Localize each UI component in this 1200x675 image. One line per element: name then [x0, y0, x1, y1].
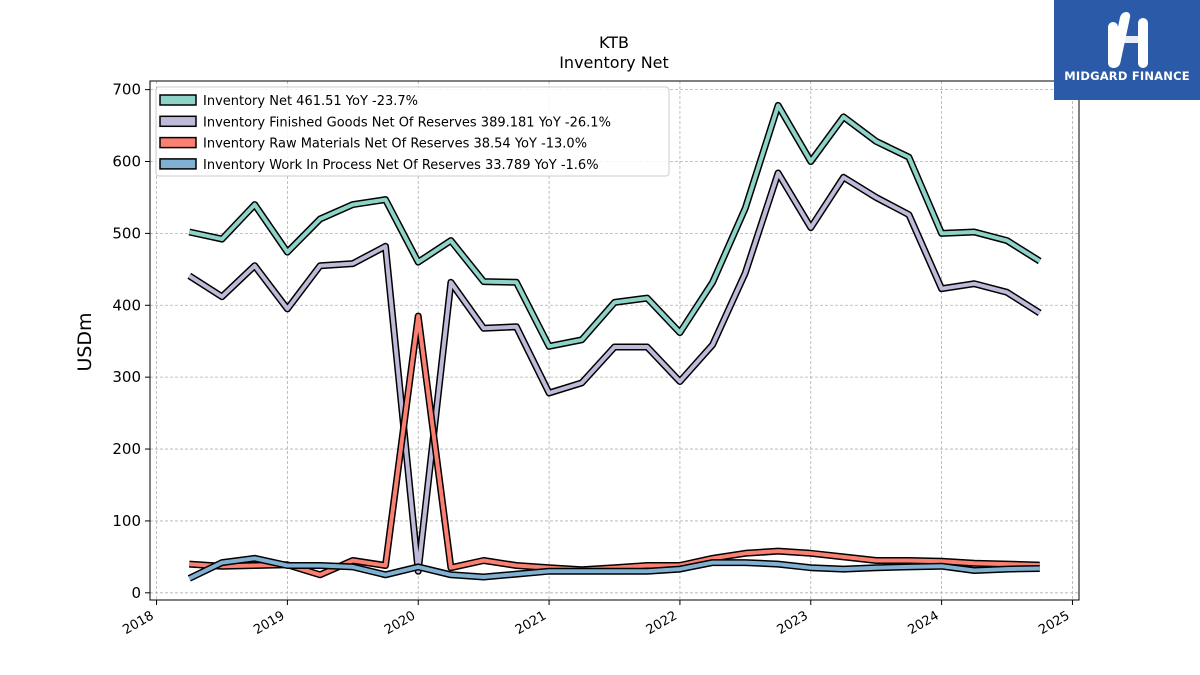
- x-tick-label: 2019: [251, 608, 287, 638]
- legend-label: Inventory Work In Process Net Of Reserve…: [203, 158, 599, 173]
- series-2: [189, 312, 1040, 579]
- series-line: [188, 556, 1040, 581]
- series-line: [189, 314, 1040, 577]
- legend-item: Inventory Raw Materials Net Of Reserves …: [159, 136, 587, 152]
- x-tick-label: 2022: [644, 608, 680, 638]
- series-3: [187, 554, 1040, 582]
- y-tick-label: 0: [131, 584, 141, 602]
- y-tick-label: 600: [112, 153, 141, 171]
- legend: Inventory Net 461.51 YoY -23.7% Inventory…: [155, 86, 670, 177]
- legend-swatch: [159, 158, 197, 170]
- legend-box: [155, 86, 670, 177]
- chart-subtitle: Inventory Net: [559, 53, 669, 72]
- legend-item: Inventory Net 461.51 YoY -23.7%: [159, 94, 418, 109]
- legend-label: Inventory Finished Goods Net Of Reserves…: [203, 115, 611, 130]
- series-layer: [187, 101, 1042, 582]
- x-tick-label: 2025: [1036, 608, 1072, 638]
- series-line-outline: [189, 312, 1040, 579]
- series-line-outline: [187, 169, 1042, 575]
- series-line: [188, 171, 1041, 574]
- brand-logo: MIDGARD FINANCE: [1054, 0, 1200, 100]
- y-tick-label: 300: [112, 368, 141, 386]
- y-axis: 0 100 200 300 400 500 600 700: [112, 81, 150, 602]
- y-tick-label: 400: [112, 296, 141, 314]
- chart-title: KTB: [599, 33, 629, 52]
- x-axis: 2018 2019 2020 2021 2022 2023 2024 2025: [120, 600, 1073, 638]
- x-tick-label: 2024: [905, 608, 941, 638]
- x-tick-label: 2018: [120, 608, 156, 638]
- series-1: [187, 169, 1042, 575]
- y-tick-label: 500: [112, 224, 141, 242]
- legend-item: Inventory Work In Process Net Of Reserve…: [159, 158, 599, 173]
- legend-label: Inventory Raw Materials Net Of Reserves …: [203, 137, 587, 152]
- legend-swatch: [159, 136, 197, 149]
- y-tick-label: 100: [112, 512, 141, 530]
- legend-swatch: [159, 94, 197, 106]
- x-tick-label: 2023: [775, 608, 811, 638]
- y-tick-label: 700: [112, 81, 141, 99]
- logo-mark-icon: [1108, 12, 1148, 68]
- plot-frame: [149, 80, 1080, 601]
- legend-item: Inventory Finished Goods Net Of Reserves…: [159, 115, 611, 130]
- logo-text: MIDGARD FINANCE: [1064, 69, 1190, 83]
- series-0: [188, 101, 1042, 350]
- legend-swatch: [159, 115, 197, 128]
- x-tick-label: 2020: [382, 608, 418, 638]
- legend-label: Inventory Net 461.51 YoY -23.7%: [203, 94, 418, 109]
- series-line: [188, 103, 1041, 349]
- y-axis-label: USDm: [74, 312, 96, 371]
- y-tick-label: 200: [112, 440, 141, 458]
- x-tick-label: 2021: [513, 608, 549, 638]
